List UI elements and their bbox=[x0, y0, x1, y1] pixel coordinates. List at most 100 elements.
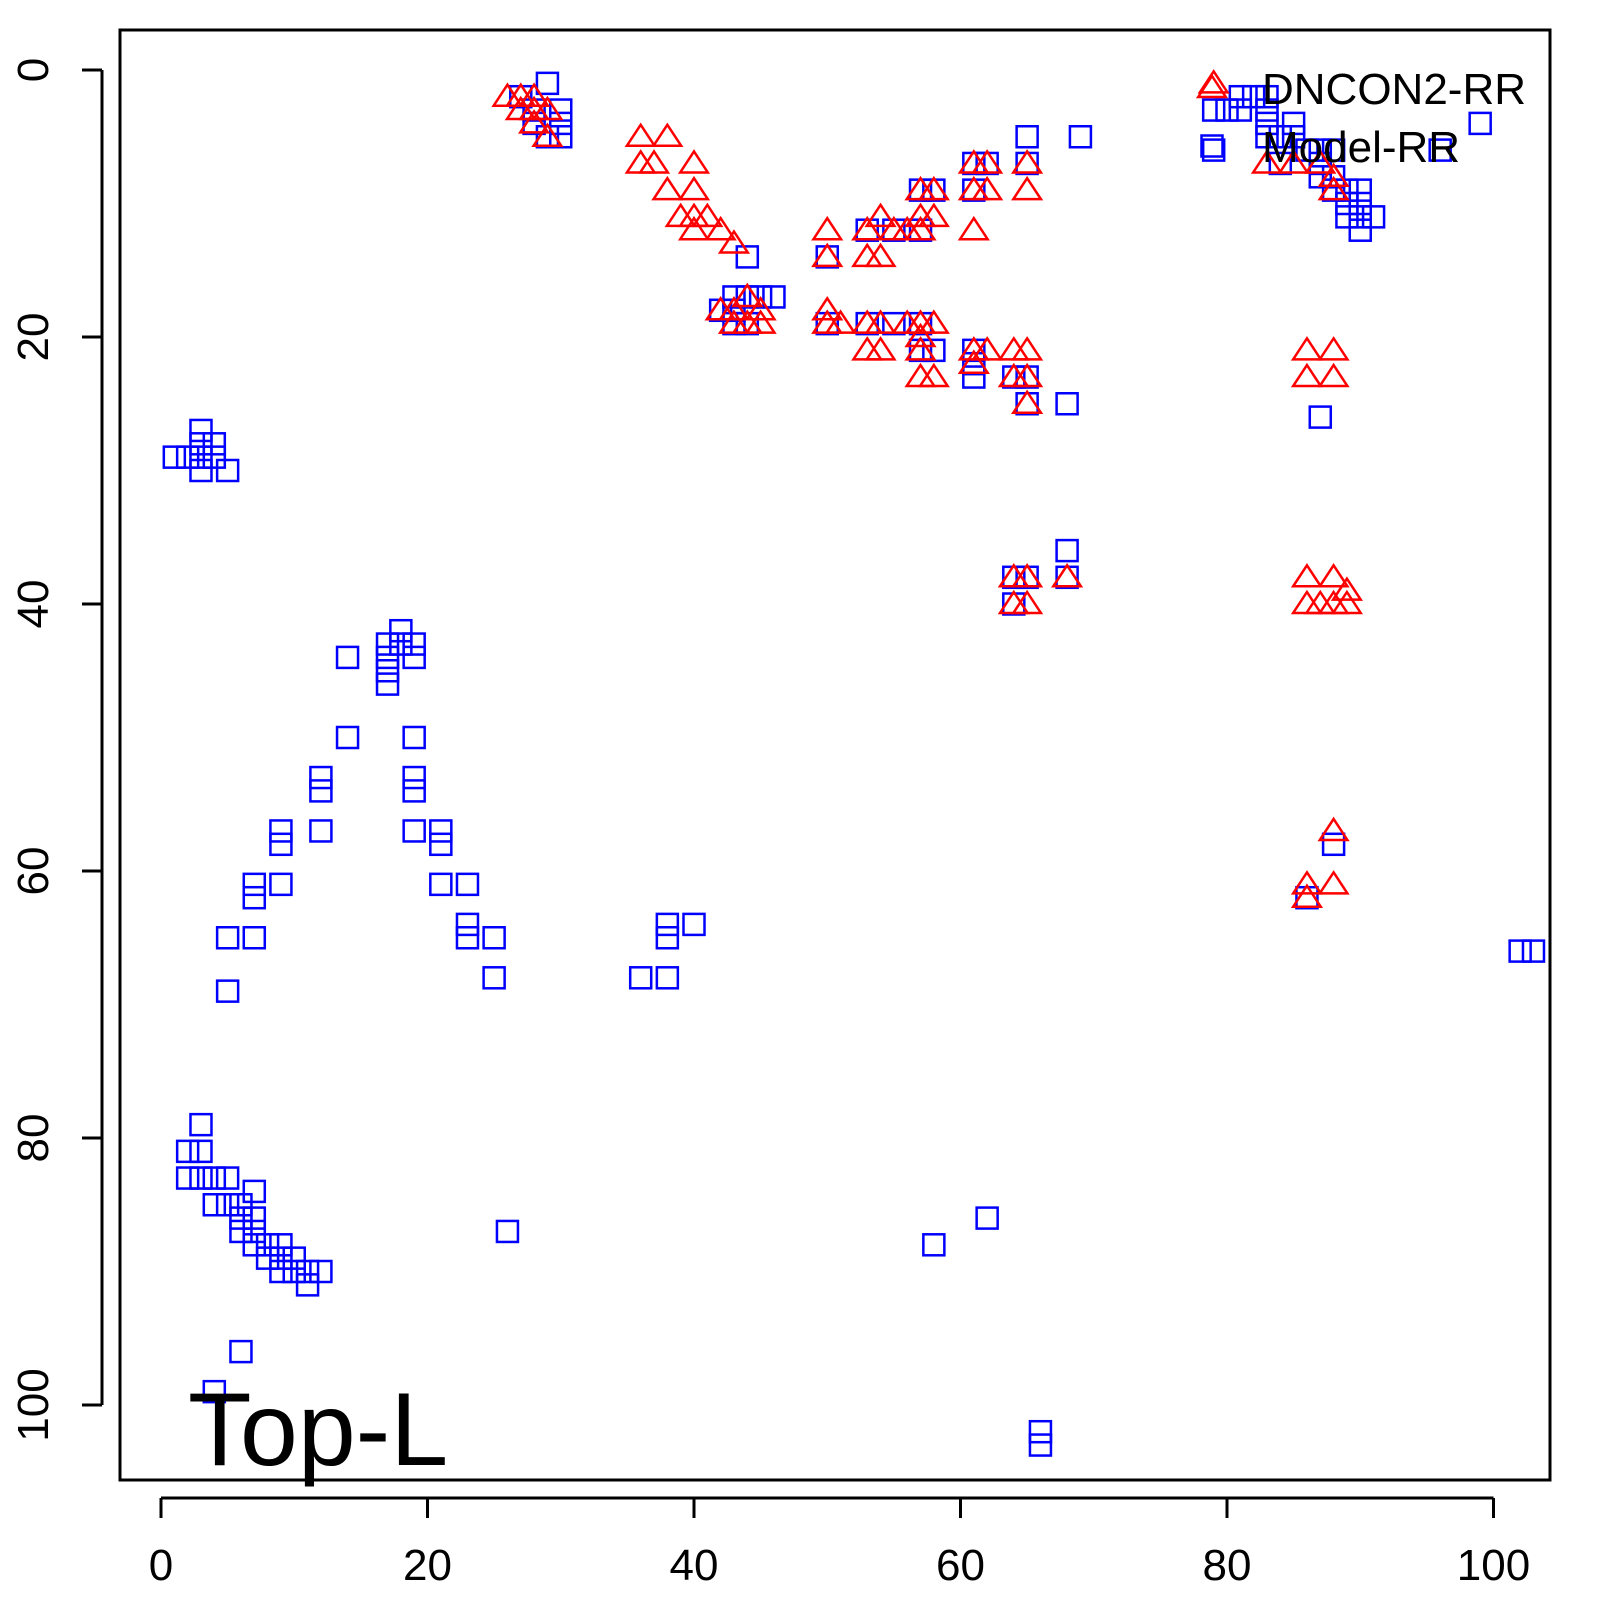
dncon2-point bbox=[957, 215, 990, 241]
model-point bbox=[495, 1219, 520, 1244]
model-point bbox=[1361, 205, 1386, 229]
dncon2-point bbox=[904, 322, 937, 348]
model-point bbox=[175, 445, 200, 469]
model-point bbox=[375, 632, 400, 656]
y-tick-label: 60 bbox=[9, 847, 58, 896]
model-point bbox=[309, 765, 333, 790]
model-point bbox=[335, 725, 360, 750]
model-point bbox=[255, 1246, 280, 1270]
model-point bbox=[189, 1139, 213, 1164]
dncon2-point bbox=[717, 296, 751, 321]
dncon2-point bbox=[1011, 336, 1044, 361]
dncon2-point bbox=[691, 202, 724, 228]
model-point bbox=[175, 1139, 200, 1164]
dncon2-point bbox=[704, 215, 737, 241]
dncon2-point bbox=[917, 175, 950, 201]
model-point bbox=[549, 125, 573, 149]
model-point bbox=[1335, 178, 1359, 202]
model-point bbox=[215, 979, 240, 1003]
model-point bbox=[229, 1206, 253, 1230]
y-axis: 0 20 40 60 80 100 bbox=[9, 58, 104, 1442]
dncon2-point bbox=[1317, 162, 1350, 188]
dncon2-point bbox=[1250, 149, 1284, 174]
model-point bbox=[1255, 84, 1279, 109]
dncon2-point bbox=[851, 242, 884, 268]
dncon2-point bbox=[957, 349, 990, 374]
model-point bbox=[295, 1259, 320, 1284]
x-axis: 0 20 40 60 80 100 bbox=[149, 1496, 1530, 1590]
model-point bbox=[189, 445, 213, 469]
model-point bbox=[1268, 151, 1293, 176]
model-point bbox=[429, 872, 453, 897]
model-point bbox=[215, 1166, 240, 1190]
model-point bbox=[1028, 1433, 1053, 1457]
model-point bbox=[549, 98, 573, 122]
model-point bbox=[1521, 939, 1546, 963]
model-point bbox=[309, 779, 333, 803]
dncon2-point bbox=[651, 122, 684, 147]
model-point bbox=[1215, 98, 1239, 122]
model-point bbox=[242, 1206, 267, 1230]
dncon2-point bbox=[744, 309, 777, 334]
model-point bbox=[455, 912, 480, 937]
dncon2-point bbox=[997, 336, 1030, 361]
dncon2-point bbox=[677, 202, 711, 228]
model-point bbox=[1055, 538, 1079, 563]
model-point bbox=[189, 418, 213, 443]
dncon2-point bbox=[1290, 870, 1324, 895]
model-point bbox=[309, 1259, 333, 1284]
x-tick-label: 0 bbox=[149, 1541, 173, 1590]
dncon2-point bbox=[731, 282, 764, 308]
dncon2-point bbox=[811, 215, 844, 241]
model-point bbox=[655, 966, 680, 990]
model-point bbox=[1348, 205, 1372, 229]
model-point bbox=[242, 885, 267, 910]
model-point bbox=[1308, 138, 1333, 162]
model-point bbox=[1335, 205, 1359, 229]
dncon2-point bbox=[1317, 563, 1350, 588]
dncon2-point bbox=[677, 215, 711, 241]
model-point bbox=[402, 779, 426, 803]
model-point bbox=[189, 458, 213, 483]
dncon2-point bbox=[1290, 336, 1324, 361]
dncon2-point bbox=[1011, 563, 1044, 588]
model-point bbox=[1201, 138, 1226, 162]
dncon2-point bbox=[864, 309, 897, 334]
model-point bbox=[455, 872, 480, 897]
legend: DNCON2-RR Model-RR bbox=[1195, 65, 1526, 172]
model-point bbox=[1015, 125, 1039, 149]
model-point bbox=[535, 71, 560, 96]
model-point bbox=[242, 1233, 267, 1257]
model-point bbox=[189, 432, 213, 456]
model-point bbox=[1228, 98, 1253, 122]
dncon2-point bbox=[517, 109, 551, 134]
model-point bbox=[189, 1112, 213, 1137]
model-point bbox=[1308, 405, 1333, 429]
model-point bbox=[1295, 138, 1319, 162]
model-point bbox=[455, 926, 480, 950]
dncon2-point bbox=[917, 309, 950, 334]
legend-label: Model-RR bbox=[1262, 123, 1460, 172]
model-point bbox=[975, 1206, 999, 1230]
model-point bbox=[295, 1273, 320, 1297]
dncon2-point bbox=[971, 149, 1004, 174]
dncon2-point bbox=[1304, 149, 1337, 174]
x-tick-label: 60 bbox=[936, 1541, 985, 1590]
dncon2-point bbox=[891, 215, 924, 241]
model-point bbox=[722, 285, 746, 309]
dncon2-point bbox=[677, 175, 711, 201]
y-tick-label: 40 bbox=[9, 580, 58, 629]
model-point bbox=[1428, 138, 1452, 162]
dncon2-point bbox=[851, 215, 884, 241]
model-point bbox=[1281, 111, 1306, 136]
model-point bbox=[269, 832, 293, 857]
y-tick-label: 20 bbox=[9, 313, 58, 362]
model-point bbox=[202, 1193, 227, 1217]
model-point bbox=[762, 285, 786, 309]
model-point bbox=[1348, 191, 1372, 216]
model-point bbox=[1281, 125, 1306, 149]
model-point bbox=[1228, 84, 1253, 109]
plot-frame bbox=[118, 28, 1552, 1482]
model-point bbox=[429, 819, 453, 843]
